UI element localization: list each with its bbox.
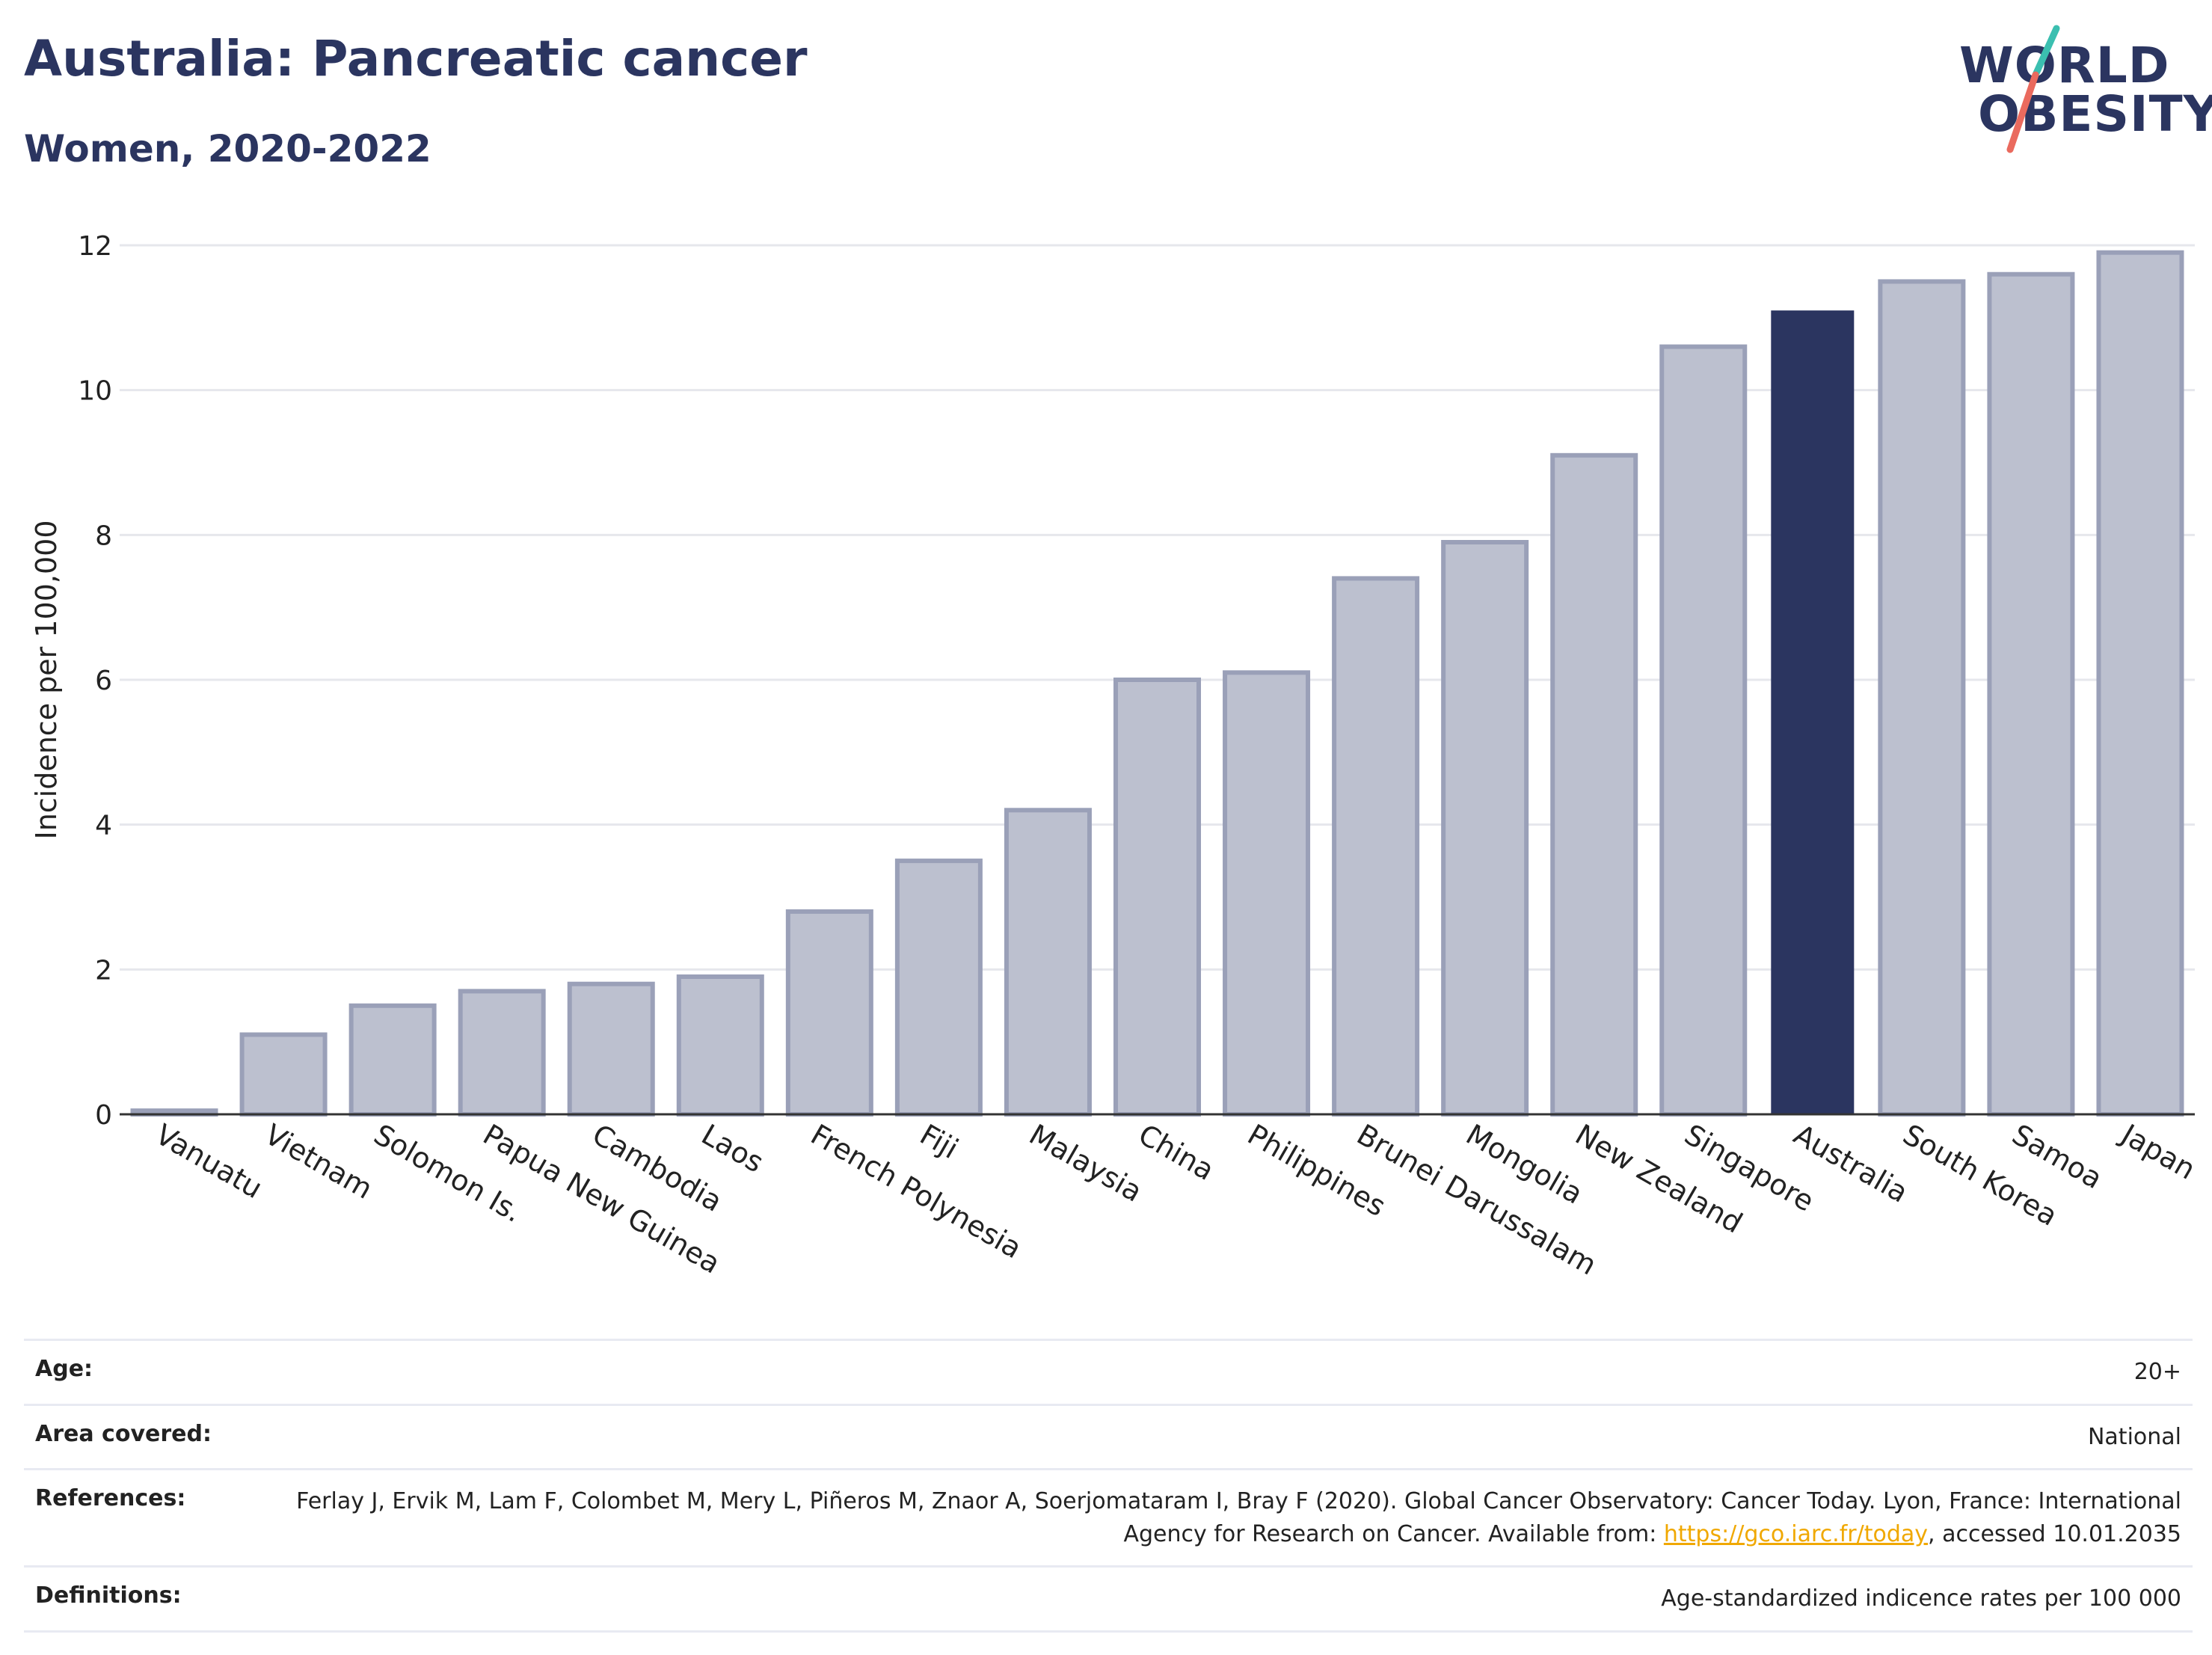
- age-label: Age:: [24, 1339, 271, 1404]
- references-suffix: , accessed 10.01.2035: [1928, 1520, 2181, 1547]
- chart-title: Australia: Pancreatic cancer: [24, 30, 808, 87]
- references-text: Ferlay J, Ervik M, Lam F, Colombet M, Me…: [296, 1488, 2181, 1547]
- y-tick-label: 8: [95, 521, 112, 551]
- references-value: Ferlay J, Ervik M, Lam F, Colombet M, Me…: [271, 1468, 2193, 1567]
- x-tick-label: French Polynesia: [805, 1118, 1027, 1265]
- area-label: Area covered:: [24, 1403, 271, 1470]
- world-obesity-logo: WORLD OBESITY: [1952, 22, 2212, 157]
- bar-japan: [2096, 250, 2184, 1117]
- bar-brunei-darussalam: [1332, 576, 1420, 1117]
- x-tick-label: Laos: [696, 1118, 769, 1179]
- bar-singapore: [1659, 344, 1748, 1117]
- y-tick-label: 2: [95, 955, 112, 986]
- meta-row-references: References: Ferlay J, Ervik M, Lam F, Co…: [24, 1468, 2193, 1567]
- meta-row-definitions: Definitions: Age-standardized indicence …: [24, 1565, 2193, 1633]
- y-tick-label: 10: [78, 376, 112, 407]
- y-tick-label: 12: [78, 231, 112, 262]
- definitions-value: Age-standardized indicence rates per 100…: [271, 1565, 2193, 1633]
- meta-row-area: Area covered: National: [24, 1403, 2193, 1470]
- x-tick-label: China: [1133, 1118, 1220, 1187]
- logo-slash-icon: [2006, 25, 2060, 153]
- bar-south-korea: [1878, 279, 1966, 1117]
- x-tick-label: Fiji: [915, 1118, 964, 1165]
- y-tick-label: 0: [95, 1100, 112, 1131]
- chart-subtitle: Women, 2020-2022: [24, 127, 431, 171]
- bar-philippines: [1223, 670, 1311, 1117]
- x-tick-label: Malaysia: [1024, 1118, 1148, 1209]
- x-tick-label: Japan: [2115, 1117, 2202, 1186]
- bar-malaysia: [1004, 808, 1092, 1117]
- bar-papua-new-guinea: [458, 989, 546, 1117]
- references-label: References:: [24, 1468, 271, 1567]
- bar-vietnam: [239, 1032, 328, 1117]
- meta-row-age: Age: 20+: [24, 1339, 2193, 1404]
- logo-line-1: WORLD: [1959, 37, 2170, 94]
- bar-australia: [1771, 310, 1855, 1114]
- bar-solomon-is: [348, 1003, 437, 1117]
- age-value: 20+: [271, 1339, 2193, 1404]
- bar-mongolia: [1441, 540, 1529, 1117]
- y-tick-label: 4: [95, 811, 112, 841]
- bar-fiji: [894, 859, 983, 1117]
- bar-french-polynesia: [785, 909, 873, 1117]
- area-value: National: [271, 1403, 2193, 1470]
- x-tick-label: Vanuatu: [150, 1118, 268, 1205]
- metadata-table: Age: 20+ Area covered: National Referenc…: [24, 1339, 2193, 1633]
- x-tick-label: Vietnam: [259, 1118, 378, 1206]
- references-link[interactable]: https://gco.iarc.fr/today: [1663, 1520, 1929, 1547]
- bars: [130, 250, 2184, 1117]
- bar-laos: [676, 974, 764, 1117]
- y-tick-label: 6: [95, 666, 112, 696]
- bar-samoa: [1987, 271, 2075, 1117]
- y-axis-label: Incidence per 100,000: [30, 520, 63, 839]
- definitions-label: Definitions:: [24, 1565, 271, 1633]
- bar-china: [1113, 678, 1201, 1117]
- bar-cambodia: [567, 981, 655, 1117]
- bar-new-zealand: [1550, 452, 1638, 1117]
